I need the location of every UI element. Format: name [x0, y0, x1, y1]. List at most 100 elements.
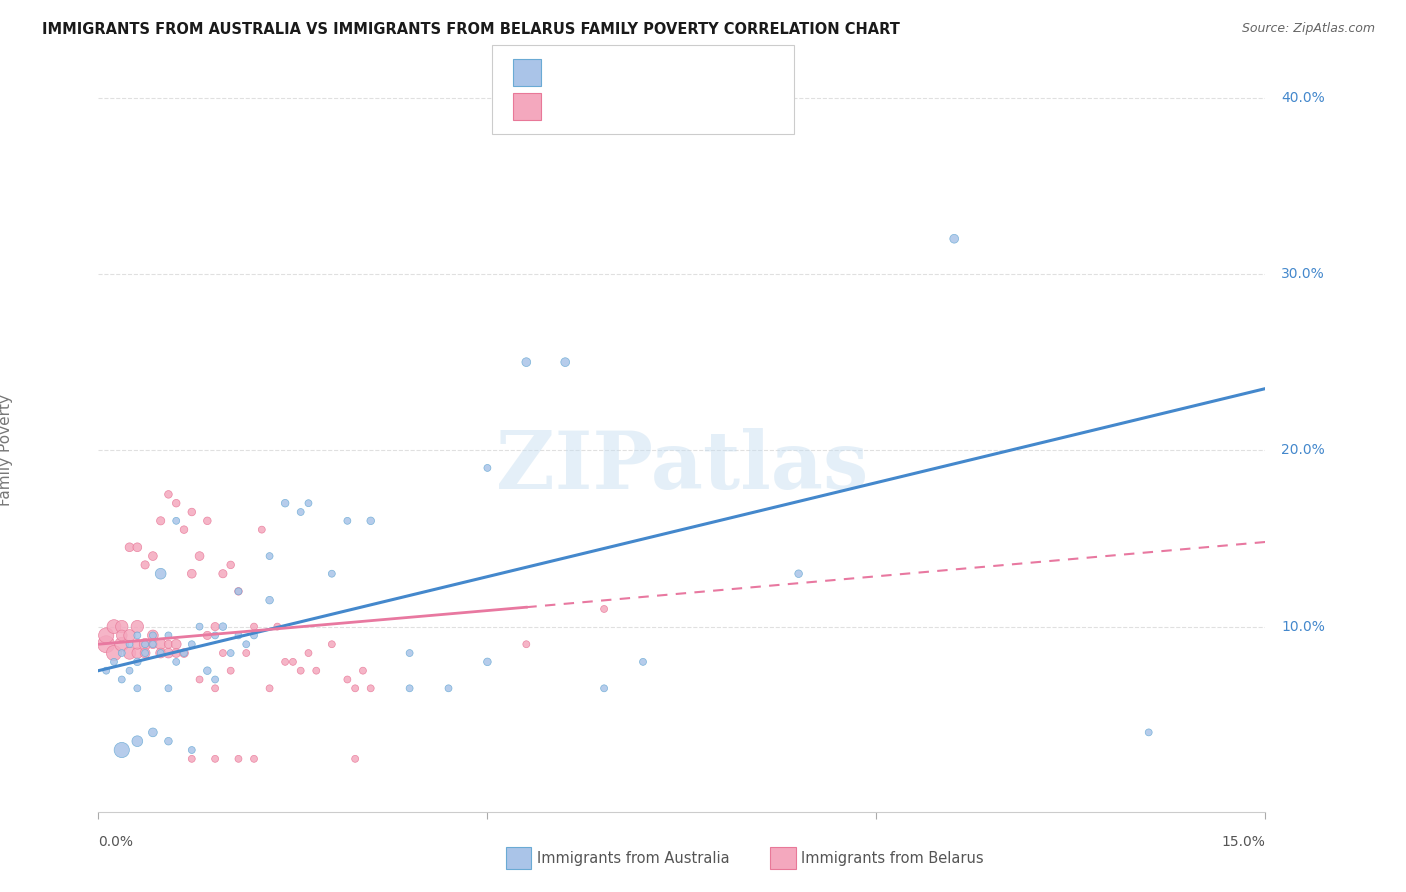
Point — [157, 734, 180, 748]
Point — [204, 619, 226, 633]
Point — [259, 681, 281, 696]
Point — [297, 646, 319, 660]
Point — [195, 664, 218, 678]
Point — [212, 646, 235, 660]
Point — [134, 558, 156, 572]
Point — [173, 523, 195, 537]
Point — [259, 593, 281, 607]
Point — [290, 505, 312, 519]
Point — [281, 655, 304, 669]
Point — [344, 752, 367, 766]
Text: 40.0%: 40.0% — [1281, 91, 1324, 104]
Point — [103, 655, 125, 669]
Point — [554, 355, 576, 369]
Point — [344, 681, 367, 696]
Point — [477, 655, 499, 669]
Point — [477, 461, 499, 475]
Point — [127, 655, 149, 669]
Point — [515, 355, 537, 369]
Point — [274, 496, 297, 510]
Point — [142, 725, 165, 739]
Point — [195, 628, 218, 642]
Point — [103, 646, 125, 660]
Point — [321, 566, 343, 581]
Point — [142, 549, 165, 563]
Point — [111, 628, 134, 642]
Point — [219, 558, 242, 572]
Point — [188, 549, 211, 563]
Text: 20.0%: 20.0% — [1281, 443, 1324, 458]
Point — [111, 637, 134, 651]
Point — [437, 681, 460, 696]
Point — [243, 619, 266, 633]
Point — [142, 628, 165, 642]
Point — [157, 637, 180, 651]
Text: Family Poverty: Family Poverty — [0, 394, 13, 507]
Text: Immigrants from Australia: Immigrants from Australia — [537, 851, 730, 865]
Point — [149, 514, 172, 528]
Text: R = 0.088: R = 0.088 — [551, 99, 627, 113]
Point — [787, 566, 810, 581]
Text: 0.0%: 0.0% — [98, 835, 134, 848]
Point — [118, 664, 141, 678]
Point — [188, 619, 211, 633]
Point — [103, 619, 125, 633]
Point — [259, 549, 281, 563]
Point — [188, 673, 211, 687]
Point — [235, 637, 257, 651]
Point — [219, 646, 242, 660]
Point — [336, 673, 359, 687]
Point — [142, 637, 165, 651]
Point — [1137, 725, 1160, 739]
Point — [266, 619, 288, 633]
Point — [157, 646, 180, 660]
Point — [173, 646, 195, 660]
Point — [96, 664, 118, 678]
Text: IMMIGRANTS FROM AUSTRALIA VS IMMIGRANTS FROM BELARUS FAMILY POVERTY CORRELATION : IMMIGRANTS FROM AUSTRALIA VS IMMIGRANTS … — [42, 22, 900, 37]
Point — [127, 734, 149, 748]
Point — [111, 743, 134, 757]
Point — [127, 681, 149, 696]
Point — [134, 646, 156, 660]
Point — [165, 655, 187, 669]
Point — [111, 646, 134, 660]
Point — [398, 646, 420, 660]
Text: 30.0%: 30.0% — [1281, 267, 1324, 281]
Point — [157, 487, 180, 501]
Point — [219, 664, 242, 678]
Point — [157, 628, 180, 642]
Point — [173, 646, 195, 660]
Point — [149, 646, 172, 660]
Point — [127, 619, 149, 633]
Text: ZIPatlas: ZIPatlas — [496, 428, 868, 506]
Point — [165, 637, 187, 651]
Text: 15.0%: 15.0% — [1222, 835, 1265, 848]
Point — [134, 637, 156, 651]
Point — [943, 232, 966, 246]
Point — [157, 681, 180, 696]
Point — [96, 637, 118, 651]
Point — [290, 664, 312, 678]
Point — [142, 628, 165, 642]
Point — [321, 637, 343, 651]
Point — [142, 637, 165, 651]
Point — [593, 681, 616, 696]
Point — [180, 743, 202, 757]
Point — [127, 628, 149, 642]
Point — [118, 646, 141, 660]
Point — [352, 664, 374, 678]
Text: N = 56: N = 56 — [675, 65, 728, 79]
Point — [336, 514, 359, 528]
Point — [111, 673, 134, 687]
Point — [127, 637, 149, 651]
Point — [165, 646, 187, 660]
Point — [250, 523, 273, 537]
Point — [118, 637, 141, 651]
Point — [228, 752, 250, 766]
Point — [228, 628, 250, 642]
Point — [134, 637, 156, 651]
Point — [243, 752, 266, 766]
Point — [118, 628, 141, 642]
Point — [127, 646, 149, 660]
Point — [149, 566, 172, 581]
